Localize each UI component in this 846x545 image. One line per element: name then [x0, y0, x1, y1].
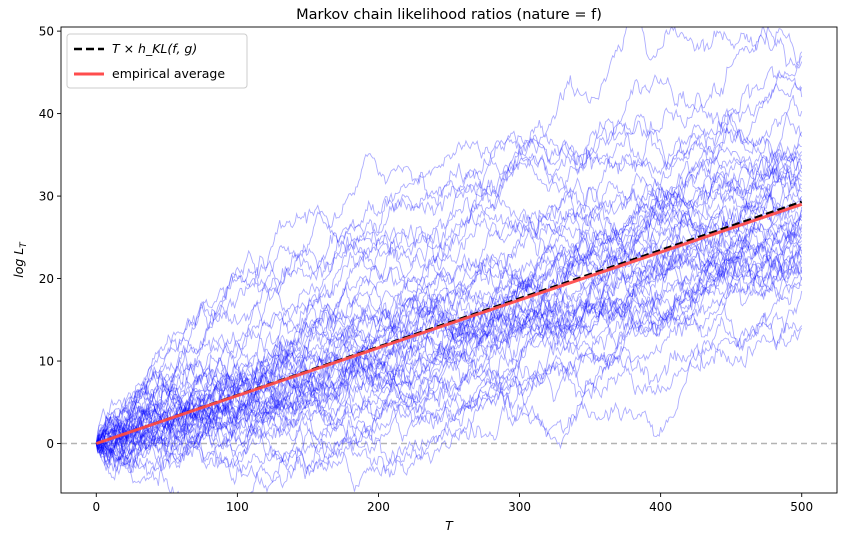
simulated-path-10 — [95, 107, 803, 466]
simulated-path-35 — [95, 225, 803, 461]
simulated-path-32 — [95, 223, 803, 447]
simulated-path-16 — [95, 166, 802, 444]
y-tick-label: 30 — [39, 190, 54, 204]
simulated-path-41 — [96, 244, 803, 445]
simulated-path-42 — [95, 249, 803, 492]
x-axis-label: T — [445, 518, 454, 533]
simulated-path-7 — [95, 112, 803, 444]
simulated-path-3 — [95, 61, 803, 444]
simulated-path-28 — [95, 186, 803, 446]
plot-area — [61, 27, 837, 493]
simulated-path-2 — [95, 27, 803, 462]
simulated-path-47 — [95, 255, 802, 456]
x-tick-label: 300 — [508, 500, 531, 514]
y-tick-label: 20 — [39, 272, 54, 286]
y-axis-label: log LT — [11, 241, 29, 278]
simulated-path-36 — [96, 246, 802, 474]
x-axis: 0 100 200 300 400 500 — [92, 493, 813, 514]
simulated-path-33 — [95, 173, 803, 493]
simulated-path-17 — [95, 123, 802, 452]
simulated-path-48 — [96, 290, 803, 479]
legend-label-theoretical: T × h_KL(f, g) — [112, 41, 197, 56]
y-tick-label: 40 — [39, 107, 54, 121]
x-tick-label: 200 — [367, 500, 390, 514]
simulated-path-27 — [95, 214, 803, 473]
y-tick-label: 10 — [39, 355, 54, 369]
legend-label-empirical: empirical average — [112, 66, 225, 81]
simulated-path-37 — [95, 244, 802, 444]
simulated-path-4 — [96, 65, 803, 451]
simulated-path-22 — [95, 192, 803, 447]
simulated-path-38 — [96, 182, 803, 454]
simulated-path-13 — [95, 157, 803, 486]
x-tick-label: 500 — [790, 500, 813, 514]
simulated-path-30 — [95, 209, 803, 450]
simulated-path-26 — [95, 186, 803, 472]
simulated-path-43 — [95, 270, 803, 470]
simulated-path-20 — [95, 173, 803, 458]
x-tick-label: 0 — [92, 500, 100, 514]
legend-box — [66, 33, 248, 89]
simulated-path-29 — [95, 220, 803, 450]
simulated-path-45 — [95, 254, 803, 453]
simulated-path-14 — [96, 161, 803, 457]
x-tick-label: 400 — [649, 500, 672, 514]
simulated-path-25 — [95, 209, 803, 457]
simulated-path-39 — [95, 250, 802, 461]
simulated-path-44 — [95, 255, 803, 452]
simulated-path-34 — [95, 231, 803, 456]
simulated-path-8 — [96, 132, 803, 469]
y-tick-label: 0 — [46, 437, 54, 451]
y-tick-label: 50 — [39, 25, 54, 39]
simulated-path-11 — [95, 152, 803, 455]
simulated-path-23 — [95, 181, 803, 451]
y-axis: 0 10 20 30 40 50 — [39, 25, 61, 451]
simulated-path-24 — [95, 206, 803, 454]
plot-frame — [60, 26, 838, 494]
simulated-path-18 — [95, 171, 802, 471]
chart-title: Markov chain likelihood ratios (nature =… — [296, 7, 602, 23]
legend: T × h_KL(f, g) empirical average — [66, 33, 248, 89]
simulated-path-12 — [95, 128, 803, 493]
x-tick-label: 100 — [226, 500, 249, 514]
simulated-path-15 — [95, 152, 803, 474]
simulated-path-5 — [95, 81, 803, 481]
simulated-path-31 — [95, 179, 803, 444]
simulated-path-50 — [95, 327, 803, 473]
simulated-path-9 — [95, 142, 802, 470]
simulated-path-40 — [95, 243, 803, 447]
empirical-average-line — [95, 202, 803, 445]
simulated-path-21 — [95, 190, 803, 456]
simulated-path-19 — [96, 166, 802, 470]
